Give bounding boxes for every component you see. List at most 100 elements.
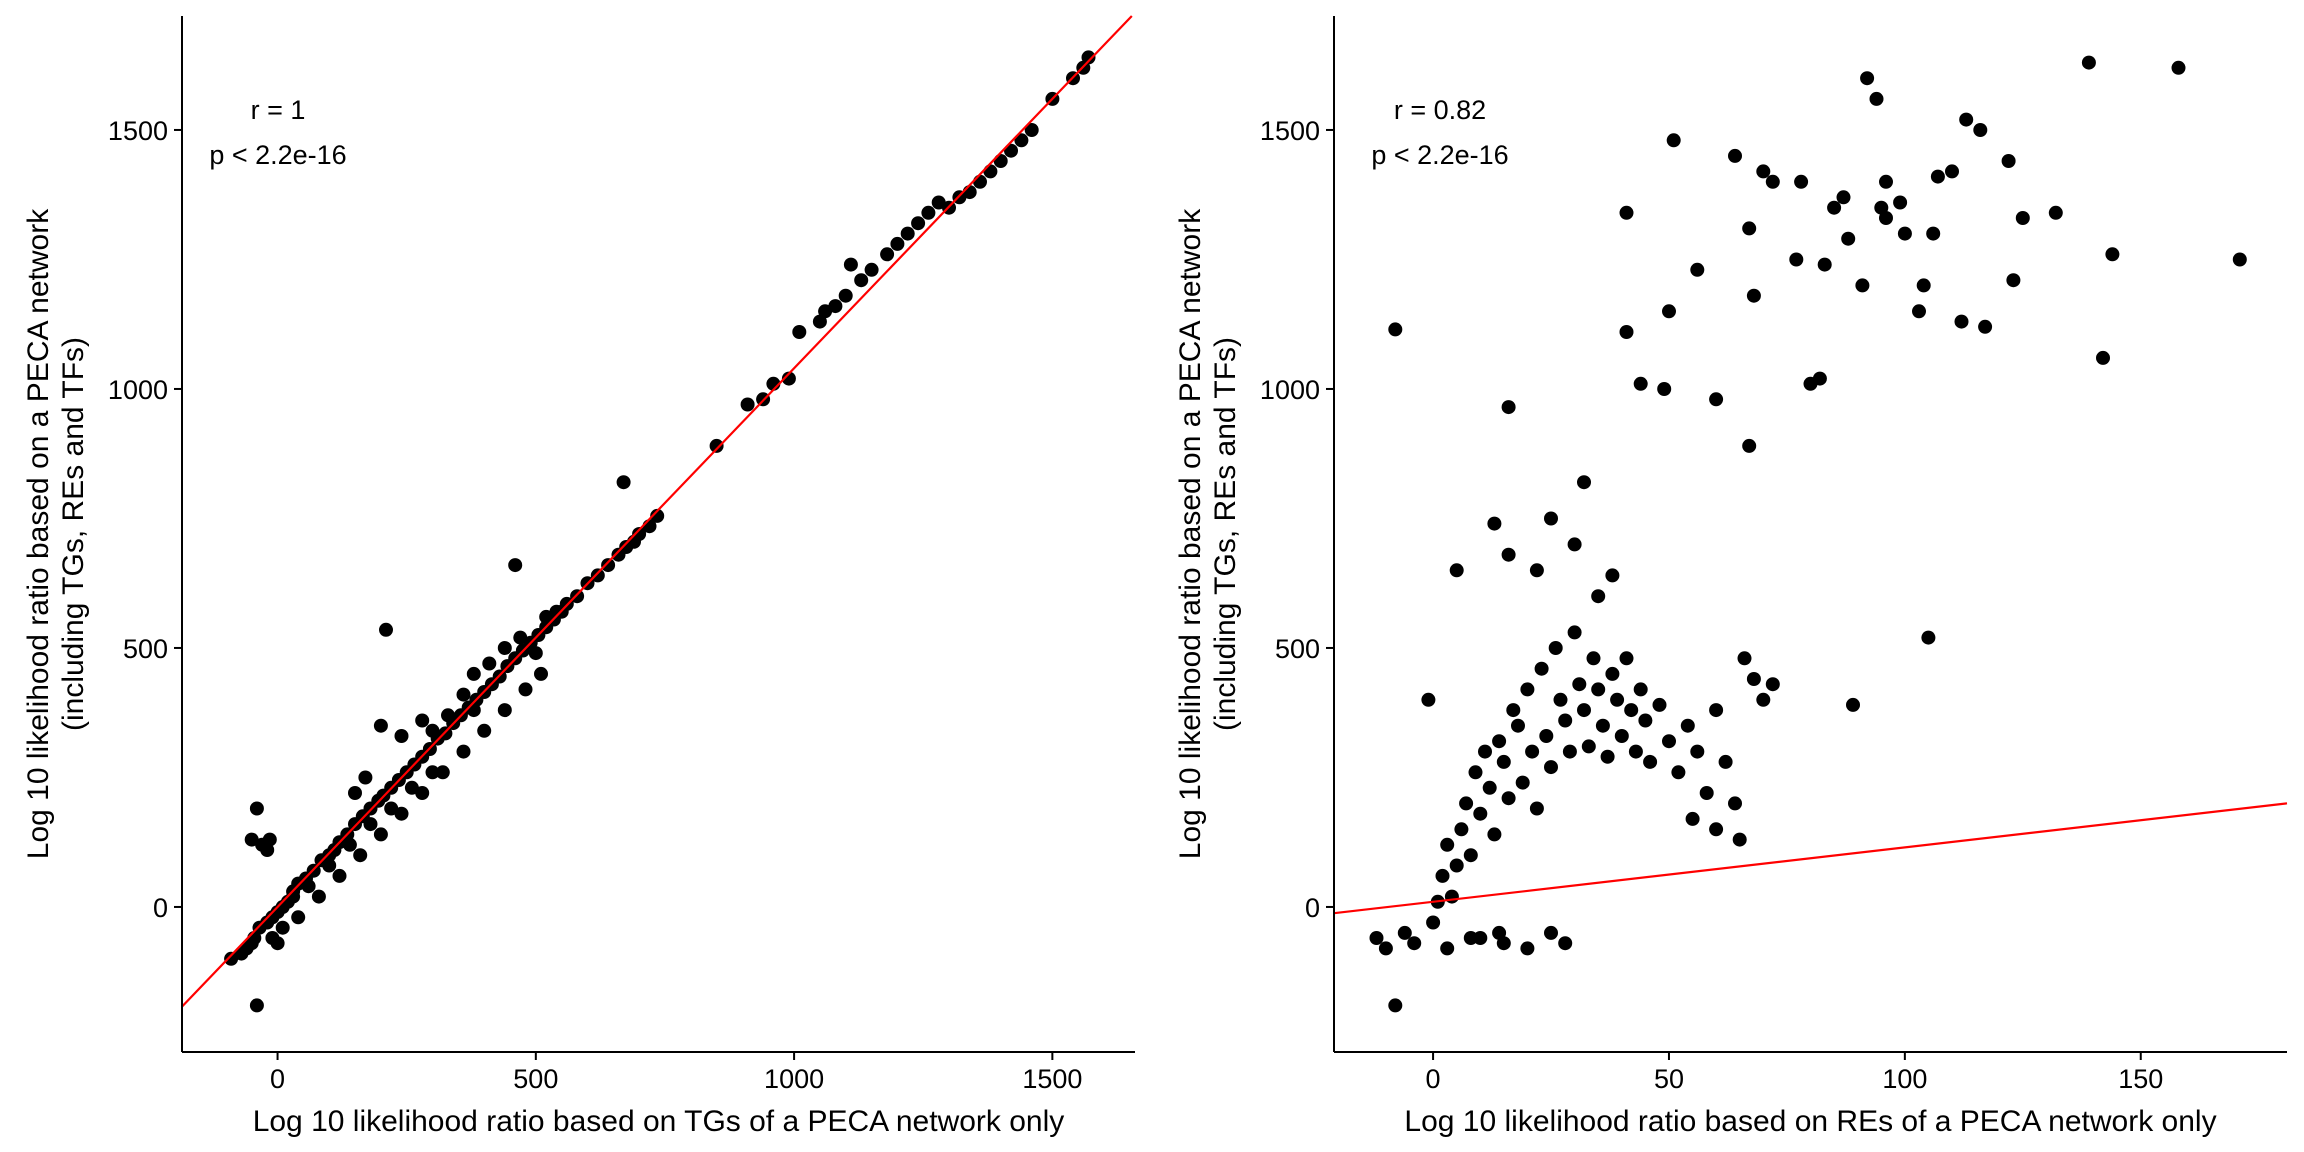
- data-point: [1544, 511, 1558, 526]
- data-point: [1397, 925, 1412, 940]
- data-point: [1388, 322, 1403, 337]
- data-point: [1591, 589, 1606, 604]
- data-point: [1421, 692, 1436, 707]
- data-point: [2015, 211, 2030, 225]
- data-point: [1440, 941, 1455, 956]
- data-point: [1737, 651, 1752, 666]
- left-y-ticks: 0 500 1000 1500: [108, 116, 182, 923]
- data-point: [1633, 376, 1648, 391]
- data-point: [1444, 889, 1459, 904]
- data-point: [1534, 661, 1549, 676]
- data-point: [456, 744, 471, 759]
- data-point: [1369, 931, 1384, 945]
- data-point: [1619, 325, 1634, 339]
- data-point: [1794, 174, 1809, 189]
- data-point: [2096, 350, 2110, 365]
- data-point: [291, 910, 306, 925]
- data-point: [1836, 190, 1851, 205]
- data-point: [1482, 780, 1497, 795]
- data-point: [1553, 692, 1568, 707]
- data-point: [1544, 760, 1558, 775]
- data-point: [2081, 55, 2096, 70]
- data-point: [1746, 288, 1761, 303]
- data-point: [962, 185, 977, 200]
- left-y-axis-label-line1: Log 10 likelihood ratio based on a PECA …: [22, 208, 55, 859]
- data-point: [1581, 739, 1596, 754]
- data-point: [425, 723, 440, 738]
- data-point: [709, 438, 724, 453]
- data-point: [1643, 754, 1658, 769]
- data-point: [1614, 729, 1629, 743]
- y-tick-label: 500: [1275, 634, 1320, 664]
- data-point: [1954, 314, 1969, 329]
- data-point: [1652, 697, 1667, 712]
- x-tick-label: 100: [1882, 1064, 1927, 1094]
- data-point: [1619, 205, 1634, 220]
- data-point: [262, 832, 277, 847]
- x-tick-label: 0: [1426, 1064, 1441, 1094]
- data-point: [249, 998, 264, 1013]
- left-x-axis-label: Log 10 likelihood ratio based on TGs of …: [253, 1105, 1065, 1138]
- y-tick-label: 1000: [1260, 375, 1320, 405]
- data-point: [1388, 998, 1403, 1013]
- data-point: [1671, 765, 1686, 780]
- data-point: [890, 236, 905, 251]
- data-point: [900, 226, 915, 241]
- data-point: [1921, 630, 1936, 645]
- data-point: [1496, 754, 1511, 769]
- data-point: [1718, 754, 1733, 769]
- data-point: [812, 314, 827, 329]
- data-point: [1619, 651, 1634, 666]
- data-point: [1492, 734, 1507, 749]
- data-point: [1473, 806, 1488, 821]
- data-point: [1548, 641, 1563, 655]
- data-point: [973, 174, 987, 189]
- x-tick-label: 0: [270, 1064, 285, 1094]
- data-point: [358, 770, 373, 785]
- data-point: [1945, 164, 1959, 179]
- data-point: [1709, 703, 1724, 718]
- data-point: [843, 257, 858, 272]
- right-scatter-panel: 0 50 100 150 0 500 1000 1500 r = 0.82 p < 2.2e…: [1174, 16, 2288, 1138]
- left-fit-line: [181, 15, 1133, 1008]
- data-point: [394, 806, 409, 821]
- left-annotation-r: r = 1: [251, 95, 306, 125]
- data-point: [363, 817, 378, 832]
- data-point: [983, 164, 998, 179]
- data-point: [1525, 744, 1540, 759]
- right-y-axis-label-line1: Log 10 likelihood ratio based on a PECA …: [1174, 208, 1207, 859]
- data-point: [1577, 475, 1591, 490]
- data-point: [1520, 682, 1535, 697]
- data-point: [880, 247, 895, 262]
- data-point: [1742, 438, 1757, 453]
- data-point: [508, 558, 523, 573]
- y-tick-label: 1500: [108, 116, 168, 146]
- data-point: [275, 920, 290, 935]
- data-point: [1435, 868, 1450, 883]
- data-point: [1841, 231, 1856, 246]
- data-point: [348, 786, 362, 800]
- data-point: [921, 205, 936, 220]
- data-point: [1959, 112, 1974, 127]
- data-point: [435, 765, 450, 780]
- data-point: [301, 879, 316, 894]
- right-x-ticks: 0 50 100 150: [1426, 1052, 2163, 1094]
- data-point: [1860, 71, 1875, 86]
- right-x-axis-label: Log 10 likelihood ratio based on REs of …: [1404, 1105, 2216, 1138]
- data-point: [244, 832, 259, 847]
- data-point: [373, 827, 388, 842]
- data-point: [394, 729, 409, 743]
- data-point: [2048, 205, 2063, 220]
- data-point: [1610, 692, 1625, 707]
- data-point: [1506, 703, 1521, 718]
- data-point: [1879, 174, 1893, 189]
- data-point: [1492, 925, 1507, 940]
- x-tick-label: 1500: [1022, 1064, 1082, 1094]
- data-point: [601, 558, 616, 573]
- data-point: [590, 568, 605, 583]
- data-point: [1487, 827, 1502, 842]
- data-point: [1812, 371, 1827, 386]
- data-point: [1633, 682, 1648, 697]
- data-point: [1827, 200, 1842, 215]
- data-point: [1449, 858, 1464, 873]
